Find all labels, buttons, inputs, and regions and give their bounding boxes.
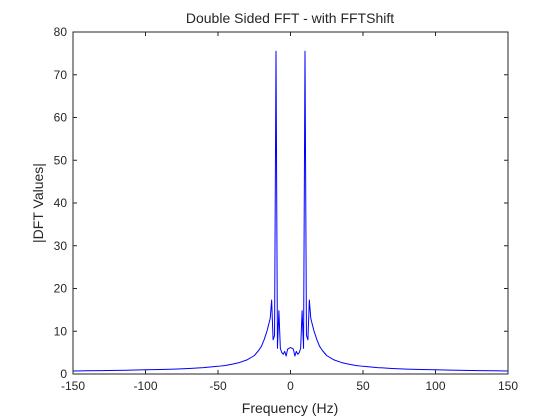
y-tick-label: 0 xyxy=(60,367,67,381)
x-axis-ticks: -150 -100 -50 0 50 100 150 xyxy=(61,32,518,393)
x-tick-label: 100 xyxy=(425,379,445,393)
x-tick-label: 50 xyxy=(356,379,370,393)
x-tick-label: -100 xyxy=(133,379,157,393)
y-tick-label: 60 xyxy=(54,111,68,125)
plot-area: -150 -100 -50 0 50 100 150 0 10 20 30 40 50 60 70 80 xyxy=(54,25,519,393)
y-tick-label: 30 xyxy=(54,239,68,253)
x-axis-label: Frequency (Hz) xyxy=(242,400,338,416)
fft-series-line xyxy=(72,50,509,372)
y-tick-label: 40 xyxy=(54,196,68,210)
x-tick-label: 0 xyxy=(287,379,294,393)
x-tick-label: -150 xyxy=(61,379,85,393)
y-axis-label: |DFT Values| xyxy=(30,163,46,243)
y-tick-label: 70 xyxy=(54,68,68,82)
x-tick-label: -50 xyxy=(209,379,227,393)
axes-box xyxy=(72,31,509,375)
y-tick-label: 80 xyxy=(54,25,68,39)
y-tick-label: 10 xyxy=(54,324,68,338)
y-tick-label: 20 xyxy=(54,282,68,296)
x-tick-label: 150 xyxy=(498,379,518,393)
chart-title: Double Sided FFT - with FFTShift xyxy=(186,10,394,26)
y-axis-ticks: 0 10 20 30 40 50 60 70 80 xyxy=(54,25,508,381)
y-tick-label: 50 xyxy=(54,153,68,167)
data-layer xyxy=(72,50,509,372)
